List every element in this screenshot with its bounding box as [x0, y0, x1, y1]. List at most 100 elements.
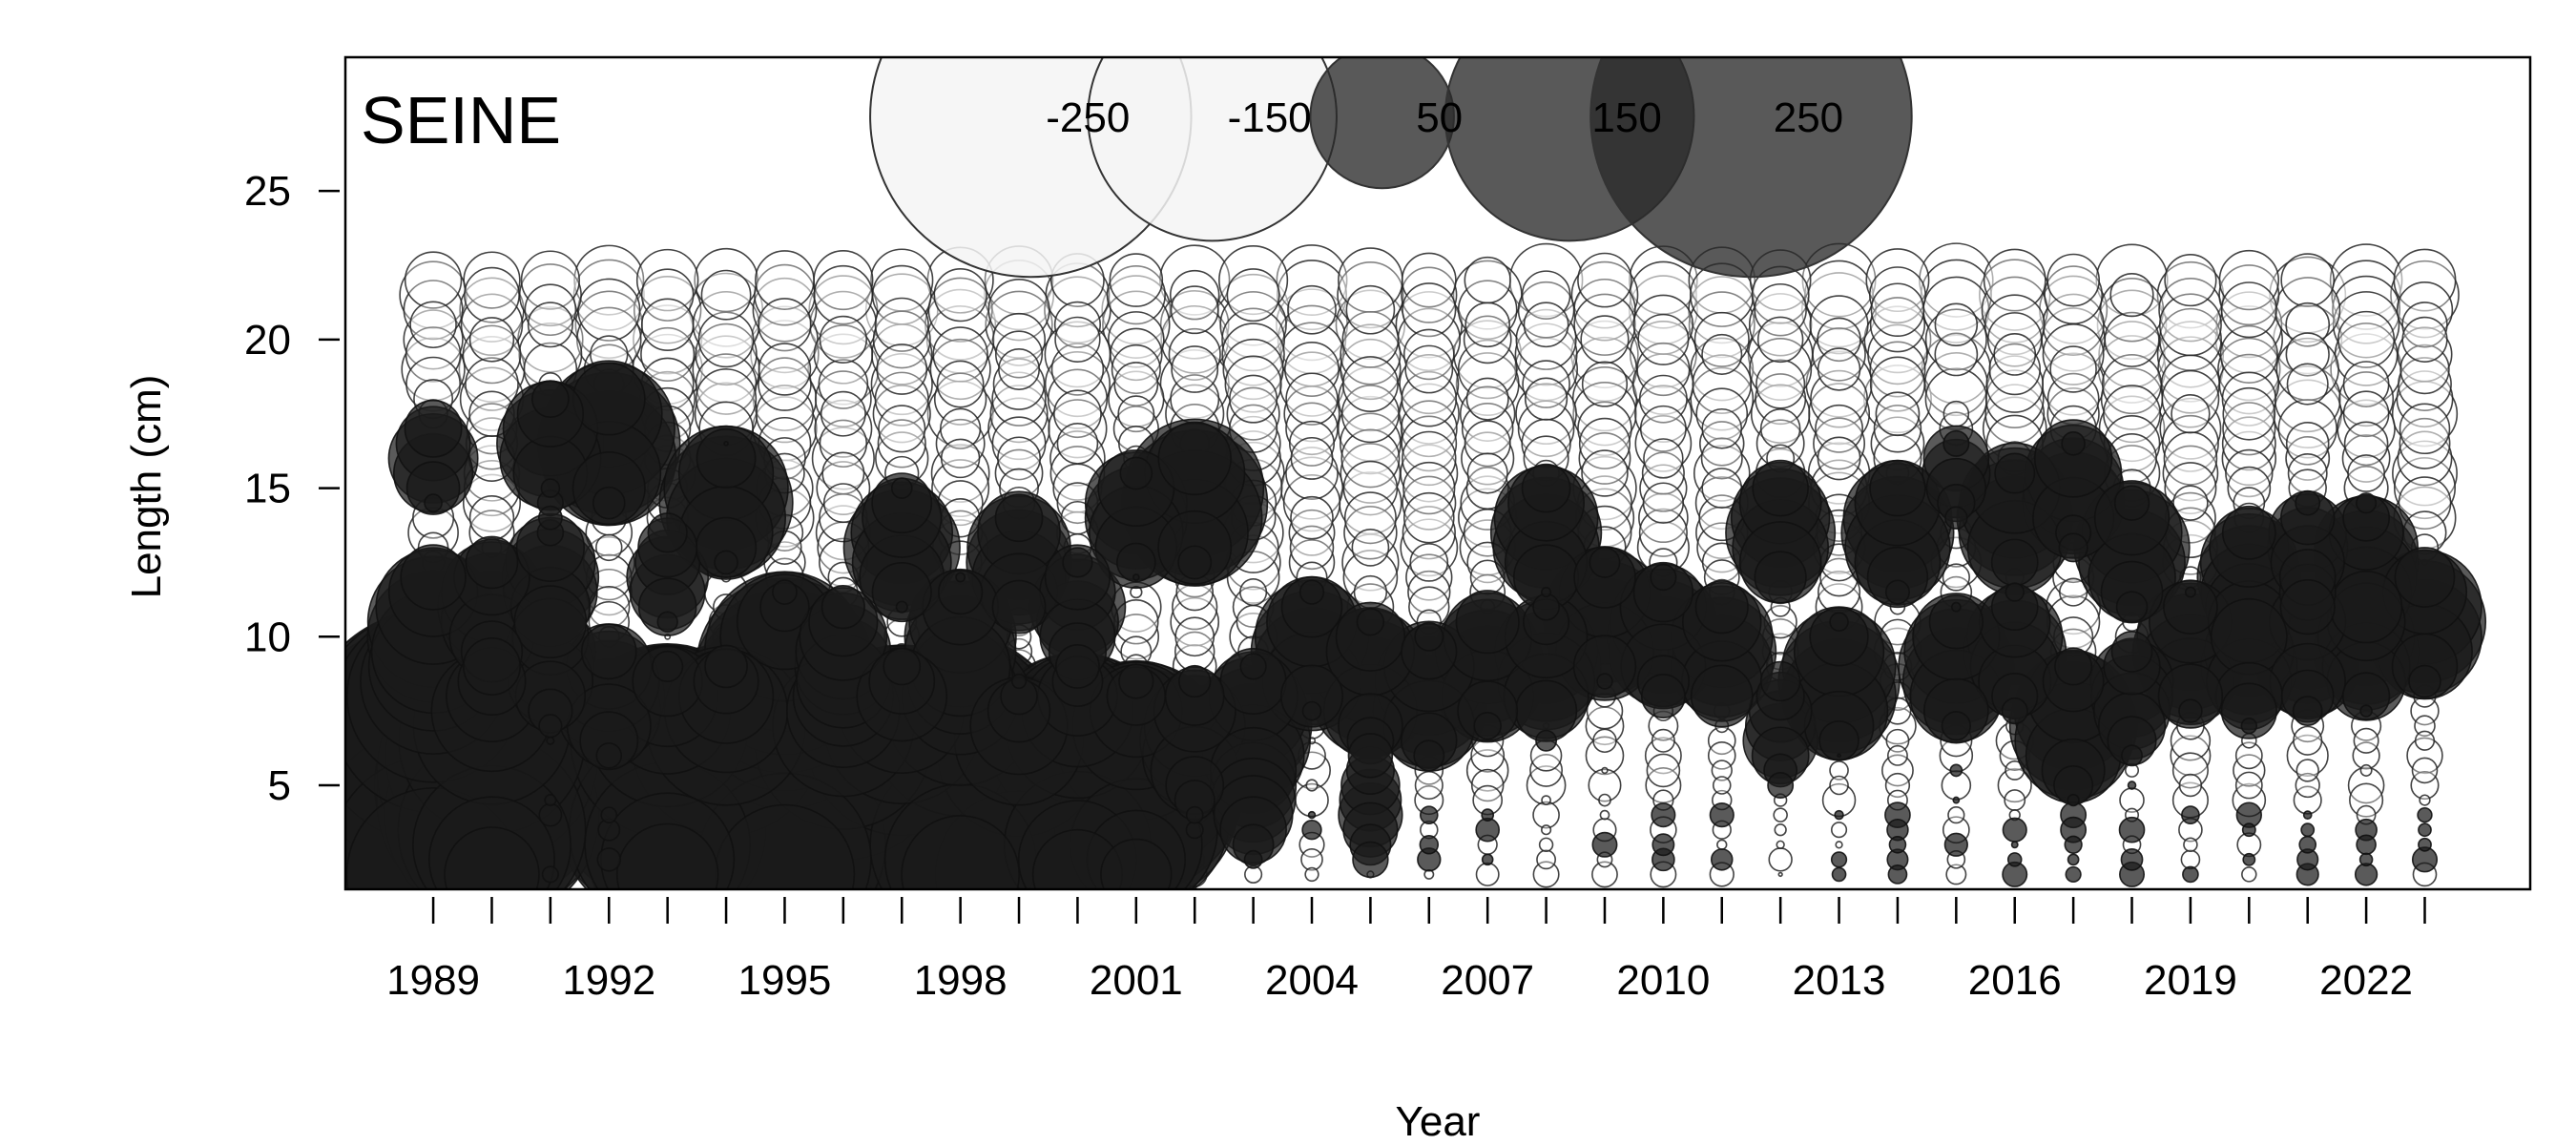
- bubble-positive: [444, 826, 540, 889]
- bubble-negative: [1106, 265, 1166, 325]
- bubble-positive: [938, 569, 984, 615]
- bubble-negative: [1405, 553, 1453, 601]
- bubble-positive: [991, 579, 1047, 635]
- bubble-negative: [2337, 310, 2396, 368]
- bubble-negative: [933, 267, 987, 323]
- bubble-negative: [1402, 475, 1457, 531]
- bubble-negative: [1829, 775, 1849, 796]
- bubble-positive: [1869, 459, 1926, 517]
- legend-label: 150: [1591, 94, 1661, 141]
- x-tick-label: 2019: [2144, 957, 2237, 1004]
- bubble-positive: [652, 650, 684, 682]
- bubble-negative: [1402, 328, 1455, 381]
- bubble-negative: [2349, 782, 2384, 818]
- bubble-negative: [577, 278, 641, 342]
- bubble-negative: [1239, 578, 1268, 607]
- bubble-positive: [2298, 835, 2317, 854]
- bubble-positive: [1694, 580, 1749, 635]
- bubble-negative: [2103, 385, 2161, 444]
- bubble-negative: [1222, 338, 1284, 401]
- bubble-negative: [2396, 281, 2454, 339]
- bubble-negative: [872, 385, 931, 444]
- bubble-positive: [1132, 573, 1140, 581]
- bubble-negative: [821, 451, 865, 495]
- bubble-negative: [1634, 385, 1693, 444]
- bubble-negative: [1580, 315, 1630, 364]
- bubble-negative: [2293, 725, 2323, 756]
- bubble-negative: [1109, 253, 1164, 307]
- bubble-negative: [403, 280, 464, 341]
- bubble-negative: [998, 348, 1041, 390]
- bubble-negative: [936, 360, 985, 408]
- bubble-positive: [994, 493, 1044, 543]
- bubble-negative: [2396, 370, 2454, 428]
- bubble-negative: [1288, 509, 1336, 556]
- bubble-positive: [2417, 806, 2433, 823]
- bubble-positive: [2220, 682, 2277, 739]
- bubble-negative: [2049, 345, 2097, 393]
- bubble-negative: [2241, 866, 2257, 883]
- bubble-negative: [1868, 266, 1926, 324]
- bubble-negative: [2221, 371, 2276, 427]
- bubble-layer: [345, 242, 2487, 889]
- bubble-negative: [1591, 861, 1618, 888]
- y-axis-label: Length (cm): [123, 375, 170, 599]
- bubble-positive: [1887, 864, 1908, 885]
- bubble-negative: [1749, 338, 1813, 401]
- x-tick-label: 2004: [1265, 957, 1359, 1004]
- bubble-negative: [1290, 436, 1334, 480]
- bubble-positive: [2184, 586, 2196, 598]
- bubble-negative: [1541, 824, 1552, 836]
- bubble-positive: [2120, 847, 2144, 871]
- bubble-negative: [1748, 293, 1813, 357]
- bubble-negative: [1581, 361, 1629, 407]
- bubble-positive: [883, 647, 922, 686]
- x-axis-label: Year: [1396, 1098, 1481, 1145]
- bubble-positive: [1950, 601, 1962, 613]
- bubble-negative: [2217, 337, 2281, 402]
- bubble-negative: [2162, 445, 2219, 502]
- legend-label: 50: [1416, 94, 1463, 141]
- bubble-negative: [1049, 430, 1106, 487]
- bubble-negative: [2399, 344, 2450, 395]
- x-tick-label: 2016: [1968, 957, 2062, 1004]
- bubble-negative: [1701, 407, 1743, 449]
- bubble-negative: [1170, 596, 1220, 647]
- bubble-positive: [647, 512, 688, 553]
- bubble-negative: [1947, 806, 1965, 824]
- bubble-positive: [1650, 563, 1677, 592]
- bubble-positive: [871, 561, 932, 623]
- bubble-negative: [1402, 491, 1455, 544]
- bubble-negative: [1572, 382, 1637, 447]
- bubble-negative: [700, 269, 752, 321]
- bubble-positive: [1767, 772, 1795, 799]
- bubble-positive: [1301, 700, 1322, 721]
- bubble-negative: [2218, 264, 2280, 326]
- bubble-negative: [1219, 291, 1287, 359]
- bubble-negative: [2059, 577, 2088, 607]
- bubble-negative: [1934, 332, 1979, 377]
- bubble-positive: [2067, 853, 2080, 866]
- bubble-positive: [1455, 590, 1520, 655]
- bubble-negative: [874, 371, 929, 427]
- bubble-positive: [1178, 664, 1212, 698]
- bubble-negative: [1581, 449, 1629, 497]
- bubble-negative: [1813, 417, 1866, 470]
- bubble-positive: [2121, 744, 2143, 767]
- bubble-negative: [1404, 344, 1454, 394]
- bubble-positive: [531, 380, 570, 419]
- bubble-negative: [1755, 373, 1807, 426]
- bubble-positive: [2418, 822, 2432, 838]
- legend-bubble: [1589, 57, 1913, 279]
- x-tick-label: 1989: [386, 957, 480, 1004]
- bubble-positive: [2300, 822, 2316, 838]
- x-tick-label: 2001: [1090, 957, 1183, 1004]
- bubble-negative: [1282, 473, 1341, 532]
- bubble-negative: [463, 251, 521, 309]
- bubble-negative: [1646, 753, 1681, 788]
- bubble-negative: [1690, 337, 1755, 402]
- bubble-positive: [2241, 822, 2256, 838]
- bubble-negative: [2285, 332, 2330, 377]
- bubble-negative: [989, 385, 1049, 444]
- bubble-negative: [1340, 385, 1400, 444]
